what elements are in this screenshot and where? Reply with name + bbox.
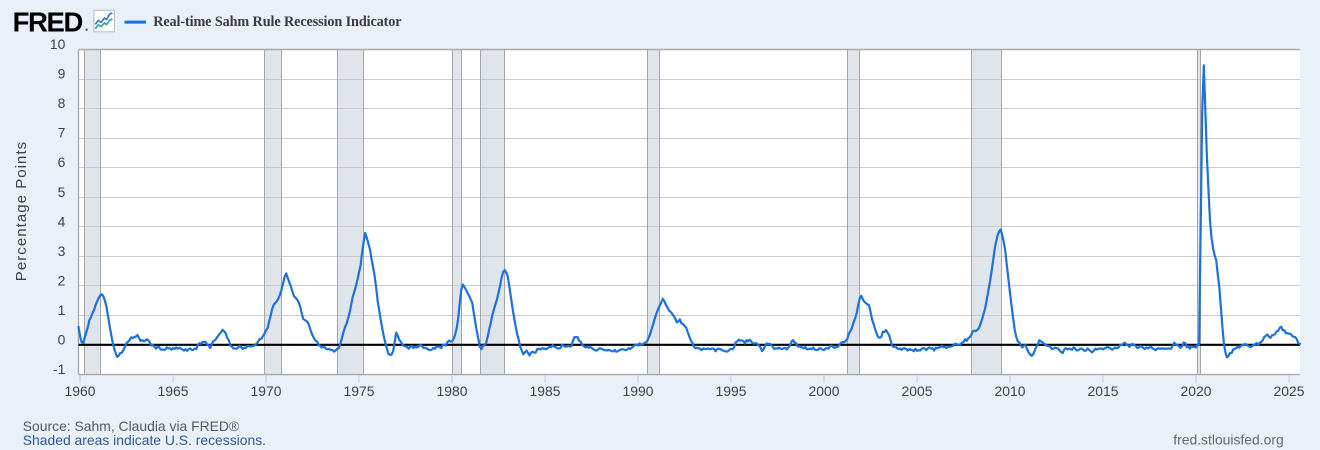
svg-text:Percentage Points: Percentage Points (13, 141, 30, 281)
svg-text:2020: 2020 (1181, 383, 1212, 399)
svg-text:9: 9 (58, 66, 66, 82)
svg-text:1985: 1985 (530, 383, 561, 399)
svg-text:2015: 2015 (1088, 383, 1119, 399)
svg-text:5: 5 (58, 184, 66, 200)
svg-text:0: 0 (58, 331, 66, 347)
svg-text:Source: Sahm, Claudia via FRED: Source: Sahm, Claudia via FRED® (23, 418, 240, 434)
svg-text:1990: 1990 (623, 383, 654, 399)
svg-text:-1: -1 (53, 361, 66, 377)
svg-text:8: 8 (58, 95, 66, 111)
svg-text:1980: 1980 (437, 383, 468, 399)
svg-text:1: 1 (58, 302, 66, 318)
svg-text:1965: 1965 (158, 383, 189, 399)
svg-text:4: 4 (58, 213, 66, 229)
svg-text:2025: 2025 (1274, 383, 1305, 399)
svg-text:fred.stlouisfed.org: fred.stlouisfed.org (1173, 431, 1283, 447)
svg-text:7: 7 (58, 125, 66, 141)
svg-text:1970: 1970 (251, 383, 282, 399)
svg-text:1960: 1960 (65, 383, 96, 399)
svg-text:2005: 2005 (902, 383, 933, 399)
svg-text:2010: 2010 (995, 383, 1026, 399)
svg-text:3: 3 (58, 243, 66, 259)
svg-text:1975: 1975 (344, 383, 375, 399)
svg-text:FRED: FRED (13, 6, 83, 37)
svg-text:Real-time Sahm Rule Recession: Real-time Sahm Rule Recession Indicator (153, 14, 401, 30)
svg-text:2000: 2000 (809, 383, 840, 399)
svg-text:2: 2 (58, 272, 66, 288)
svg-text:10: 10 (50, 36, 66, 52)
svg-text:1995: 1995 (716, 383, 747, 399)
svg-text:Shaded areas indicate U.S. rec: Shaded areas indicate U.S. recessions. (23, 432, 266, 448)
svg-text:6: 6 (58, 154, 66, 170)
